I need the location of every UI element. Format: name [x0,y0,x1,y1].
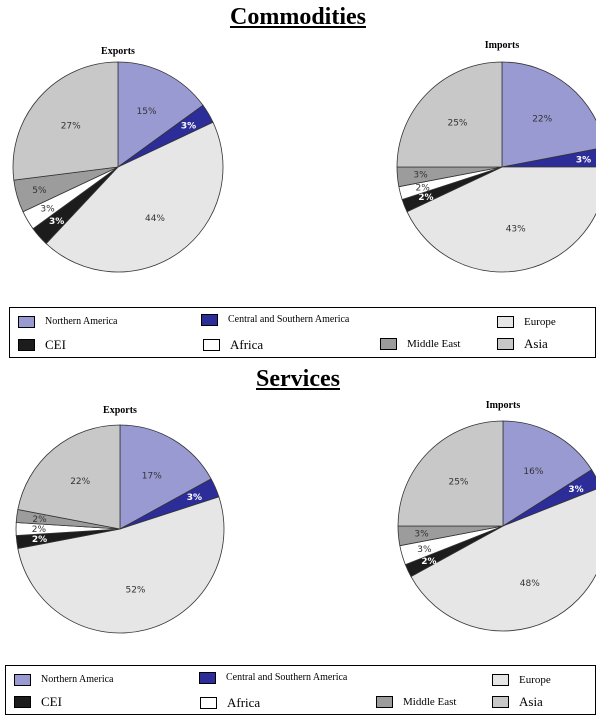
commodities-imports-label-africa: 2% [416,183,431,193]
services-exports-label-central-and-southern-america: 3% [187,493,202,503]
legend-swatch-northern-america [18,316,35,328]
legend-label-middle-east: Middle East [407,338,461,350]
services-imports-title: Imports [486,400,521,411]
services-exports-label-europe: 52% [125,585,145,595]
services-imports-slice-asia [397,420,504,527]
commodities-imports-label-asia: 25% [447,119,467,129]
services-exports-label-africa: 2% [32,525,47,535]
commodities-exports-label-europe: 44% [145,214,165,224]
services-imports-slice-central-and-southern-america [502,469,596,527]
legend-swatch-asia [497,338,514,350]
services-exports-label-asia: 22% [70,477,90,487]
commodities-exports-label-cei: 3% [49,217,64,227]
services-exports-label-northern-america: 17% [142,471,162,481]
services-imports-label-central-and-southern-america: 3% [568,485,583,495]
commodities-imports-label-cei: 2% [418,193,433,203]
legend-swatch-europe [492,674,509,686]
legend-label-africa: Africa [227,695,261,710]
commodities-exports-label-asia: 27% [61,121,81,131]
legend-label-africa: Africa [230,337,264,352]
legend-label-middle-east: Middle East [403,696,457,708]
legend-swatch-africa [203,339,220,351]
legend-swatch-africa [200,697,217,709]
services-exports-slice-europe [17,496,225,634]
services-imports-label-africa: 3% [417,545,432,555]
commodities-exports-label-northern-america: 15% [137,107,157,117]
services-imports-label-europe: 48% [520,579,540,589]
section-title-commodities: Commodities [230,4,366,30]
legend-label-central-and-southern-america: Central and Southern America [228,314,350,325]
legend-label-northern-america: Northern America [45,316,118,327]
legend-swatch-asia [492,696,509,708]
legend-label-northern-america: Northern America [41,674,114,685]
services-imports-slice-northern-america [502,420,593,527]
services-imports-label-cei: 2% [421,557,436,567]
commodities-imports-label-europe: 43% [506,225,526,235]
services-exports-title: Exports [103,405,137,416]
commodities-imports-title: Imports [485,40,520,51]
legend-swatch-cei [18,339,35,351]
legend-label-cei: CEI [45,337,66,352]
commodities-exports-title: Exports [101,46,135,57]
legend-label-central-and-southern-america: Central and Southern America [226,672,348,683]
legend-label-cei: CEI [41,694,62,709]
commodities-imports-slice-northern-america [501,61,596,168]
commodities-imports-label-middle-east: 3% [413,171,428,181]
commodities-exports-slice-asia [12,61,119,181]
legend-swatch-northern-america [14,674,31,686]
pie-services-imports: Imports 16% 3% 48% 2% 3% 3% 25% [397,400,596,632]
commodities-exports-label-middle-east: 5% [32,186,47,196]
services-imports-slice-europe [410,488,596,632]
legend-commodities: Northern America Central and Southern Ame… [9,307,596,358]
legend-label-europe: Europe [524,316,556,328]
legend-label-europe: Europe [519,674,551,686]
legend-swatch-middle-east [380,338,397,350]
commodities-imports-slice-europe [406,166,596,273]
legend-swatch-central-and-southern-america [199,672,216,684]
legend-services: Northern America Central and Southern Ame… [5,665,596,715]
services-exports-label-middle-east: 2% [32,515,47,525]
commodities-imports-slice-asia [396,61,503,168]
commodities-exports-label-africa: 3% [40,205,55,215]
services-exports-slice-northern-america [119,424,212,530]
legend-label-asia: Asia [519,694,543,709]
legend-swatch-cei [14,696,31,708]
services-imports-label-asia: 25% [448,478,468,488]
commodities-imports-slice-central-and-southern-america [501,148,596,168]
commodities-imports-label-northern-america: 22% [532,115,552,125]
legend-label-asia: Asia [524,336,548,351]
services-exports-label-cei: 2% [32,535,47,545]
services-imports-label-northern-america: 16% [523,467,543,477]
commodities-imports-label-central-and-southern-america: 3% [576,155,591,165]
legend-swatch-middle-east [376,696,393,708]
legend-swatch-central-and-southern-america [201,314,218,326]
section-title-services: Services [256,366,340,392]
services-imports-label-middle-east: 3% [414,530,429,540]
services-exports-slice-asia [17,424,121,530]
commodities-exports-label-central-and-southern-america: 3% [181,121,196,131]
commodities-exports-slice-europe [45,121,224,273]
legend-swatch-europe [497,316,514,328]
pie-commodities-exports: Exports 15% 3% 44% 3% 3% 5% 27% [12,46,224,273]
pie-commodities-imports: Imports 22% 3% 43% 2%2% 3% 25% [396,40,596,273]
commodities-exports-slice-northern-america [117,61,204,168]
